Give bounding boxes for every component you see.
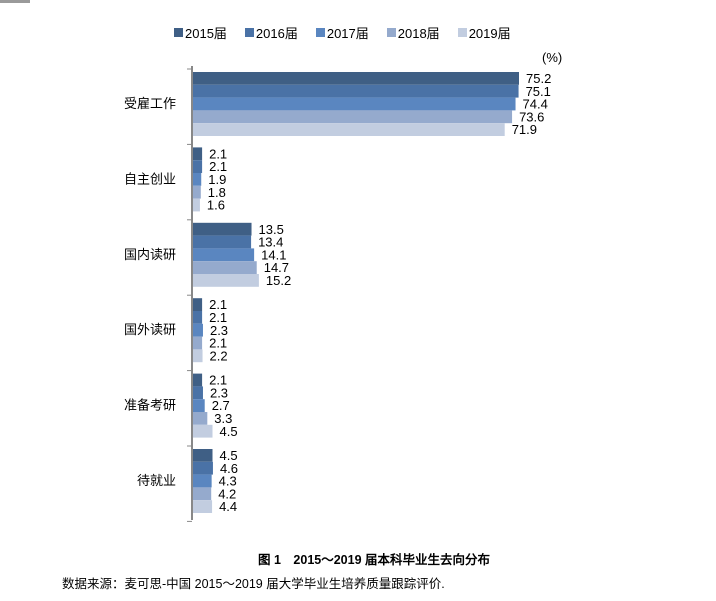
data-label: 71.9 <box>512 122 537 137</box>
legend-item: 2018届 <box>386 23 440 42</box>
source-note: 数据来源：麦可思-中国 2015～2019 届大学毕业生培养质量跟踪评价. <box>62 577 445 591</box>
bar <box>193 298 203 311</box>
legend-item: 2017届 <box>315 23 369 42</box>
data-label: 4.4 <box>219 499 237 514</box>
bar <box>193 461 213 475</box>
legend-label: 2017届 <box>326 26 369 41</box>
data-label: 4.5 <box>220 448 238 463</box>
legend-swatch <box>386 28 396 37</box>
data-label: 4.3 <box>219 474 237 489</box>
data-label: 2.1 <box>209 297 227 312</box>
legend-swatch <box>315 28 325 37</box>
data-label: 2.1 <box>209 159 227 174</box>
data-label: 1.8 <box>208 185 226 200</box>
unit-label: (%) <box>542 50 563 65</box>
bar <box>193 474 212 488</box>
legend-swatch <box>174 28 183 37</box>
data-label: 13.5 <box>259 222 284 237</box>
bar <box>193 261 257 274</box>
data-label: 2.7 <box>212 398 230 413</box>
bar <box>193 235 252 249</box>
bar <box>193 222 252 236</box>
legend: 2015届 2016届 2017届 2018届 2019届 <box>174 23 511 42</box>
legend-label: 2015届 <box>185 26 227 41</box>
data-label: 73.6 <box>519 109 544 124</box>
bar <box>193 173 202 186</box>
data-label: 4.5 <box>220 424 238 439</box>
legend-item: 2019届 <box>457 23 511 42</box>
data-label: 2.3 <box>210 385 228 400</box>
legend-label: 2019届 <box>468 26 511 41</box>
top-decoration <box>0 0 30 3</box>
bar <box>193 147 203 161</box>
legend-swatch <box>244 28 254 37</box>
category-label: 国内读研 <box>124 247 176 262</box>
data-label: 2.3 <box>210 323 228 338</box>
bar-chart: 受雇工作75.275.174.473.671.9自主创业2.12.11.91.8… <box>124 66 551 522</box>
data-label: 15.2 <box>266 273 291 288</box>
bar <box>193 311 203 324</box>
bar <box>193 349 203 363</box>
bar <box>193 84 519 98</box>
data-label: 75.2 <box>526 71 551 86</box>
bar <box>193 412 208 425</box>
legend-item: 2015届 <box>174 23 227 42</box>
data-label: 2.1 <box>209 146 227 161</box>
legend-item: 2016届 <box>244 23 298 42</box>
bar <box>193 97 516 111</box>
data-label: 14.7 <box>264 260 289 275</box>
category-label: 准备考研 <box>124 398 176 413</box>
bar <box>193 386 203 400</box>
bar <box>193 373 203 387</box>
data-label: 2.1 <box>209 373 227 388</box>
data-label: 1.6 <box>207 198 225 213</box>
bar <box>193 160 203 173</box>
bar <box>193 424 213 438</box>
data-label: 74.4 <box>523 97 548 112</box>
chart-title: 图 1 2015～2019 届本科毕业生去向分布 <box>258 553 491 567</box>
bar <box>193 336 203 350</box>
bar <box>193 198 200 212</box>
category-label: 自主创业 <box>124 171 176 186</box>
bar <box>193 248 255 262</box>
category-label: 待就业 <box>137 473 176 488</box>
data-label: 3.3 <box>214 411 232 426</box>
data-label: 13.4 <box>258 235 283 250</box>
data-label: 4.6 <box>220 461 238 476</box>
data-label: 2.2 <box>210 348 228 363</box>
bar <box>193 449 213 462</box>
data-label: 4.2 <box>218 486 236 501</box>
bar <box>193 399 205 412</box>
bar <box>193 274 259 287</box>
bar <box>193 487 212 501</box>
bar <box>193 500 213 513</box>
bar <box>193 110 513 124</box>
data-label: 14.1 <box>261 247 286 262</box>
legend-swatch <box>457 28 467 37</box>
legend-label: 2016届 <box>255 26 298 41</box>
bar <box>193 72 519 85</box>
data-label: 2.1 <box>209 310 227 325</box>
data-label: 1.9 <box>208 172 226 187</box>
category-label: 国外读研 <box>124 322 176 337</box>
bar <box>193 123 505 136</box>
bar <box>193 323 203 337</box>
data-label: 75.1 <box>526 84 551 99</box>
legend-label: 2018届 <box>397 26 440 41</box>
bar <box>193 185 201 199</box>
category-label: 受雇工作 <box>124 96 176 111</box>
data-label: 2.1 <box>209 336 227 351</box>
